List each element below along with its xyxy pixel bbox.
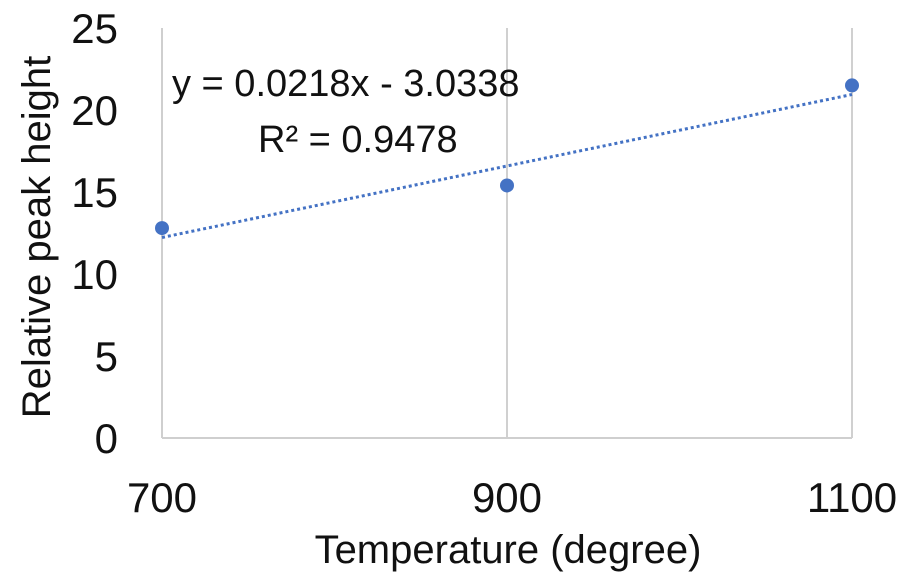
data-point-1100 — [845, 78, 859, 93]
y-tick-labels: 0 5 10 15 20 25 — [71, 5, 118, 462]
y-tick-label-15: 15 — [71, 169, 118, 216]
x-tick-label-700: 700 — [127, 474, 197, 521]
data-point-900 — [500, 178, 514, 193]
y-axis-title: Relative peak height — [15, 56, 59, 418]
trendline-equation: y = 0.0218x - 3.0338 — [172, 63, 520, 105]
trendline-r2: R² = 0.9478 — [258, 119, 458, 161]
y-tick-label-10: 10 — [71, 251, 118, 298]
y-tick-label-0: 0 — [95, 415, 118, 462]
x-axis-title: Temperature (degree) — [315, 528, 702, 572]
y-tick-label-5: 5 — [95, 333, 118, 380]
y-tick-label-20: 20 — [71, 87, 118, 134]
x-tick-label-900: 900 — [472, 474, 542, 521]
x-tick-label-1100: 1100 — [807, 474, 897, 521]
y-tick-label-25: 25 — [71, 5, 118, 52]
x-tick-labels: 700 900 1100 — [127, 474, 897, 521]
data-points — [155, 78, 859, 236]
data-point-700 — [155, 221, 169, 236]
gridlines — [506, 28, 853, 438]
